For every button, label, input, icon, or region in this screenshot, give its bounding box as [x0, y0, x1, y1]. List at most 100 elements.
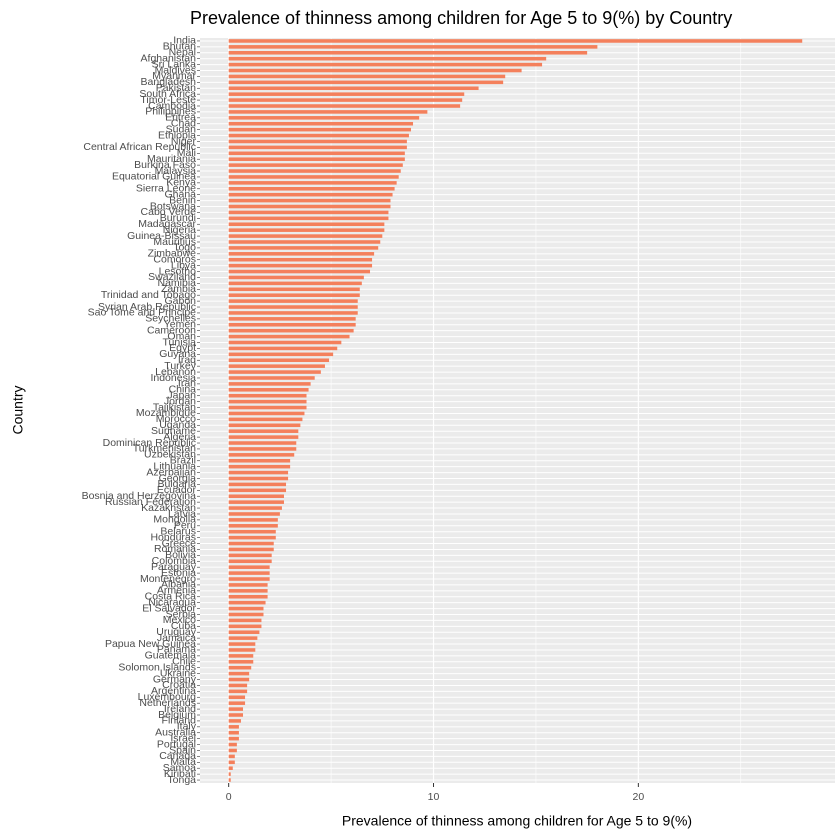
y-tick-label: Yemen: [164, 319, 196, 331]
y-tick-label: Belarus: [160, 525, 196, 537]
bar: [228, 56, 547, 61]
bar: [228, 512, 280, 516]
y-tick-label: Morocco: [156, 413, 196, 425]
bar: [228, 506, 282, 510]
bar: [228, 216, 389, 221]
bar: [228, 559, 272, 564]
y-tick-label: Bulgaria: [157, 478, 196, 490]
y-tick-label: Azerbaijan: [146, 466, 196, 478]
bar: [228, 748, 237, 753]
bar: [228, 145, 407, 150]
bar: [228, 476, 289, 481]
bar: [228, 725, 239, 729]
bar: [228, 719, 241, 723]
bar: [228, 423, 301, 428]
y-tick-label: Germany: [153, 673, 197, 685]
y-axis-label: Country: [10, 385, 26, 434]
y-tick-label: Chile: [172, 656, 196, 668]
bar: [228, 648, 256, 652]
x-axis-label: Prevalence of thinness among children fo…: [342, 813, 692, 829]
bar: [228, 257, 373, 262]
y-tick-label: Ireland: [164, 703, 196, 715]
bar: [228, 74, 506, 79]
y-tick-label: Mauritius: [153, 236, 196, 248]
y-tick-label: Malaysia: [155, 165, 197, 177]
bar: [228, 393, 307, 398]
bar: [228, 204, 391, 209]
bar: [228, 760, 235, 765]
y-tick-label: Greece: [162, 537, 197, 549]
y-tick-label: Sri Lanka: [152, 58, 197, 70]
bar: [228, 86, 479, 91]
bar: [228, 340, 342, 345]
y-tick-label: Japan: [167, 389, 196, 401]
bar: [228, 240, 381, 244]
y-tick-label: Italy: [177, 721, 197, 733]
bar: [228, 553, 272, 558]
bar: [228, 464, 291, 469]
y-tick-label: Central African Republic: [83, 141, 196, 153]
bar: [228, 518, 278, 522]
y-tick-label: Gabon: [164, 295, 196, 307]
y-tick-label: Chad: [171, 118, 196, 130]
y-tick-label: Uzbekistan: [144, 449, 196, 461]
bar: [228, 322, 356, 327]
bar: [228, 547, 274, 552]
y-tick-label: Botswana: [150, 200, 196, 212]
bar: [228, 565, 270, 569]
y-tick-label: Madagascar: [138, 218, 196, 230]
y-tick-label: Iran: [178, 378, 196, 390]
y-tick-label: Bangladesh: [141, 76, 197, 88]
y-tick-label: Canada: [159, 750, 196, 762]
x-tick-label: 10: [428, 791, 440, 803]
y-tick-label: Costa Rica: [145, 591, 197, 603]
y-tick-label: Russian Federation: [105, 496, 196, 508]
bar: [228, 263, 373, 268]
y-tick-label: Dominican Republic: [103, 437, 196, 449]
bar: [228, 198, 391, 203]
bar: [228, 210, 389, 215]
bar: [228, 269, 371, 274]
y-tick-label: Portugal: [157, 738, 196, 750]
y-tick-label: Iraq: [178, 354, 196, 366]
bar: [228, 45, 598, 49]
bar: [228, 742, 237, 747]
y-tick-label: Algeria: [163, 431, 196, 443]
y-tick-label: Kiribati: [164, 768, 196, 780]
y-tick-label: Georgia: [159, 472, 197, 484]
y-tick-label: Ethiopia: [158, 129, 196, 141]
bar: [228, 707, 244, 711]
y-tick-label: Netherlands: [139, 697, 196, 709]
y-tick-label: Philippines: [145, 106, 196, 118]
bar: [228, 589, 268, 593]
bar: [228, 671, 250, 676]
bar: [228, 583, 268, 587]
y-tick-label: Togo: [173, 242, 196, 254]
y-tick-label: Lebanon: [155, 366, 196, 378]
y-tick-label: Suriname: [151, 425, 196, 437]
y-tick-label: Turkey: [164, 360, 196, 372]
bar: [228, 116, 420, 120]
y-tick-label: Ghana: [164, 188, 196, 200]
y-tick-label: Sierra Leone: [136, 183, 196, 195]
y-tick-label: Papua New Guinea: [105, 638, 196, 650]
y-tick-label: Nigeria: [163, 224, 196, 236]
y-tick-label: India: [173, 35, 196, 47]
bar: [228, 405, 307, 410]
bar: [228, 139, 407, 144]
y-tick-label: Mauritania: [147, 153, 196, 165]
y-tick-label: Armenia: [157, 585, 196, 597]
bar: [228, 713, 244, 717]
y-tick-label: Peru: [174, 520, 196, 532]
bar: [228, 228, 385, 232]
y-tick-label: Guyana: [159, 348, 196, 360]
bar: [228, 494, 284, 499]
bar: [228, 169, 401, 173]
y-tick-label: Nepal: [169, 47, 196, 59]
bar: [228, 660, 254, 664]
y-tick-label: Tonga: [167, 774, 196, 786]
y-tick-label: Paraguay: [151, 561, 197, 573]
y-tick-label: Malta: [170, 756, 196, 768]
bar: [228, 352, 334, 357]
bar: [228, 470, 289, 475]
